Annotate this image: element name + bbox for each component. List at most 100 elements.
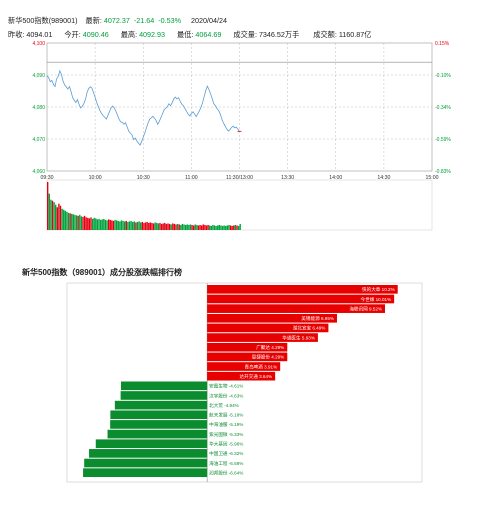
ranking-bar bbox=[95, 439, 208, 449]
ranking-bar bbox=[207, 333, 318, 342]
ranking-title: 新华500指数（989001）成分股涨跌幅排行榜 bbox=[22, 268, 183, 277]
y-tick-label: 4,060 bbox=[32, 169, 45, 175]
volume-bar bbox=[77, 215, 79, 230]
volume-bar bbox=[48, 193, 50, 230]
volume-bar bbox=[226, 225, 229, 230]
ranking-bar-label: 航天发展 -5.18% bbox=[209, 412, 243, 419]
volume-bar bbox=[159, 222, 161, 230]
volume-bar bbox=[106, 220, 108, 230]
ranking-bar-label: 华大基因 -5.96% bbox=[209, 441, 243, 448]
volume-bar bbox=[165, 223, 168, 230]
volume-bar bbox=[229, 225, 232, 230]
low-label: 最低: bbox=[177, 30, 194, 39]
ranking-bar-label: 美锦能源 6.95% bbox=[301, 315, 334, 322]
volume-bar bbox=[239, 223, 241, 230]
latest-label: 最新: bbox=[85, 16, 102, 25]
volume-bar bbox=[234, 224, 237, 230]
volume-bar bbox=[221, 225, 224, 230]
ranking-bar-label: 快的大章 10.2% bbox=[362, 286, 395, 293]
volume-bar bbox=[101, 219, 103, 230]
x-tick-label: 10:30 bbox=[137, 175, 150, 181]
volume-bar bbox=[204, 224, 206, 230]
x-tick-label: 09:30 bbox=[41, 175, 54, 181]
volume-bar bbox=[141, 221, 144, 230]
volume-bar bbox=[164, 222, 166, 230]
y-right-tick-label: -0.59% bbox=[435, 137, 451, 143]
volume-bar bbox=[181, 223, 184, 230]
ranking-plot-frame bbox=[66, 282, 423, 483]
volume-bar bbox=[172, 223, 174, 230]
quote-detail-row: 昨收: 4094.01 今开: 4090.46 最高: 4092.93 最低: … bbox=[8, 30, 371, 40]
change-value: -21.64 bbox=[133, 16, 155, 25]
ranking-bar-label: 恩捷股份 4.29% bbox=[252, 354, 285, 361]
volume-bar bbox=[133, 221, 135, 230]
volume-bar bbox=[107, 219, 110, 230]
volume-bar bbox=[88, 218, 91, 230]
volume-bar bbox=[99, 219, 102, 230]
volume-bar bbox=[152, 223, 155, 230]
y-right-tick-label: -0.10% bbox=[435, 73, 451, 79]
ranking-bar bbox=[89, 449, 208, 458]
ranking-bar-label: 华通医生 5.93% bbox=[282, 334, 315, 341]
x-tick-label: 14:30 bbox=[377, 175, 390, 181]
volume-bar bbox=[205, 225, 208, 230]
volume-bar bbox=[173, 223, 176, 230]
latest-price: 4072.37 bbox=[103, 16, 130, 25]
volume-bar bbox=[168, 223, 171, 230]
volume-bar bbox=[103, 218, 105, 230]
volume-bar bbox=[79, 214, 81, 230]
open-value: 4090.46 bbox=[82, 30, 109, 39]
volume-bar bbox=[117, 220, 119, 230]
volume-bar bbox=[220, 225, 222, 230]
high-label: 最高: bbox=[120, 30, 138, 39]
volume-bar bbox=[72, 214, 75, 230]
volume-bar bbox=[56, 207, 58, 230]
y-right-tick-label: -0.83% bbox=[435, 169, 451, 175]
volume-bar bbox=[157, 223, 160, 230]
volume-bar bbox=[124, 221, 126, 230]
volume-bar bbox=[64, 210, 67, 230]
y-right-tick-label: -0.34% bbox=[435, 105, 451, 111]
volume-bar bbox=[130, 220, 132, 230]
ranking-bar bbox=[207, 323, 329, 333]
volume-bar bbox=[192, 225, 195, 230]
volume-bar bbox=[176, 223, 179, 230]
volume-bar bbox=[112, 220, 115, 230]
volume-bar bbox=[61, 208, 63, 230]
ranking-bar-label: 湖北宜宝 6.49% bbox=[293, 325, 326, 332]
volume-bar bbox=[209, 225, 211, 230]
ranking-bar-label: 北大荒 -4.94% bbox=[209, 402, 239, 409]
volume-bar bbox=[51, 200, 54, 230]
x-tick-label: 11:30/13:00 bbox=[226, 175, 253, 181]
volume-bar bbox=[188, 224, 190, 230]
volume-bar bbox=[154, 222, 156, 230]
ranking-bar-label: 中海油服 -5.19% bbox=[209, 421, 243, 428]
quote-summary-row: 新华500指数(989001) 最新: 4072.37 -21.64 -0.53… bbox=[8, 16, 227, 26]
x-tick-label: 10:00 bbox=[89, 175, 102, 181]
volume-bar bbox=[225, 225, 227, 230]
volume-bar bbox=[213, 225, 216, 230]
volume-bar bbox=[151, 222, 153, 230]
ranking-bar bbox=[207, 294, 395, 304]
volume-value: 7346.52万手 bbox=[258, 30, 300, 39]
y-tick-label: 4,090 bbox=[32, 73, 45, 79]
volume-bar bbox=[197, 225, 200, 230]
volume-bar bbox=[132, 221, 134, 230]
volume-bar bbox=[218, 224, 221, 230]
y-right-tick-label: 0.15% bbox=[435, 41, 450, 47]
volume-bar bbox=[144, 222, 147, 230]
volume-bar bbox=[180, 224, 182, 230]
volume-bar bbox=[74, 214, 76, 230]
ranking-bar bbox=[120, 391, 208, 400]
x-tick-label: 13:30 bbox=[281, 175, 294, 181]
ranking-bar-label: 海油工程 -6.58% bbox=[209, 460, 243, 467]
volume-bar bbox=[196, 224, 198, 230]
volume-bar bbox=[184, 224, 187, 230]
volume-bar bbox=[71, 213, 73, 230]
volume-bar bbox=[199, 224, 201, 230]
volume-bar bbox=[231, 225, 233, 230]
volume-bar bbox=[114, 219, 116, 230]
price-line bbox=[46, 69, 240, 146]
volume-bar bbox=[59, 205, 62, 230]
volume-bar bbox=[125, 220, 127, 230]
